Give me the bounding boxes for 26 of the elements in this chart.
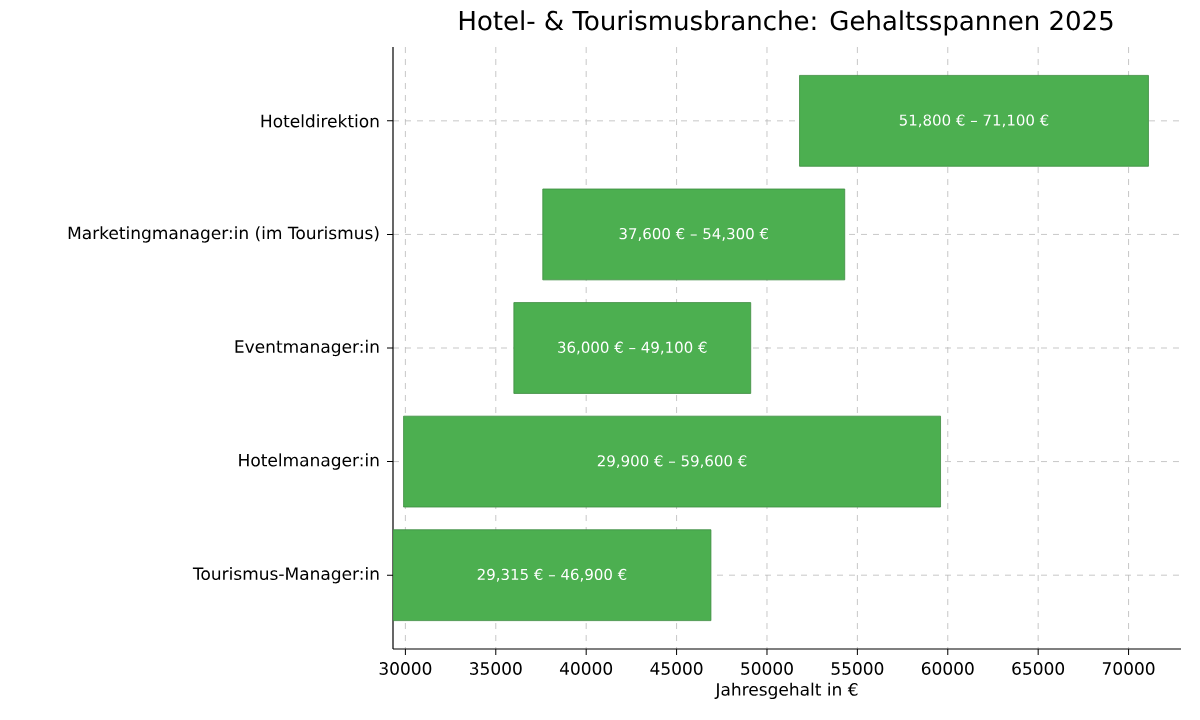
x-tick-label: 35000 <box>470 662 522 675</box>
x-axis-title: Jahresgehalt in € <box>714 682 858 700</box>
bar <box>799 75 1149 167</box>
y-tick-label: Hotelmanager:in <box>239 453 379 470</box>
y-tick-label: Marketingmanager:in (im Tourismus) <box>68 226 379 243</box>
y-tick-label: Eventmanager:in <box>235 339 379 357</box>
bar <box>403 415 941 508</box>
y-tick-label: Hoteldirektion <box>261 114 379 128</box>
x-tick-label: 40000 <box>559 662 613 675</box>
annotation: 36,000 € – 49,100 € <box>558 341 707 355</box>
x-tick-label: 45000 <box>650 662 703 675</box>
x-tick-label: 55000 <box>831 662 884 675</box>
x-tick-label: 70000 <box>1102 662 1155 675</box>
annotation: 29,315 € – 46,900 € <box>477 568 627 582</box>
annotation: 37,600 € – 54,300 € <box>619 227 769 241</box>
annotation: 29,900 € – 59,600 € <box>597 455 747 469</box>
annotation: 51,800 € – 71,100 € <box>899 114 1049 128</box>
bar <box>393 529 712 622</box>
x-tick-label: 30000 <box>379 662 432 675</box>
bar <box>542 188 846 281</box>
chart-title: Hotel- & Tourismusbranche: Gehaltsspannen 2025 <box>459 10 1113 36</box>
x-tick-label: 60000 <box>921 662 974 675</box>
bar <box>513 302 752 394</box>
x-tick-label: 65000 <box>1012 662 1065 675</box>
y-tick-label: Tourismus-Manager:in <box>192 566 379 584</box>
x-tick-label: 50000 <box>741 662 793 675</box>
